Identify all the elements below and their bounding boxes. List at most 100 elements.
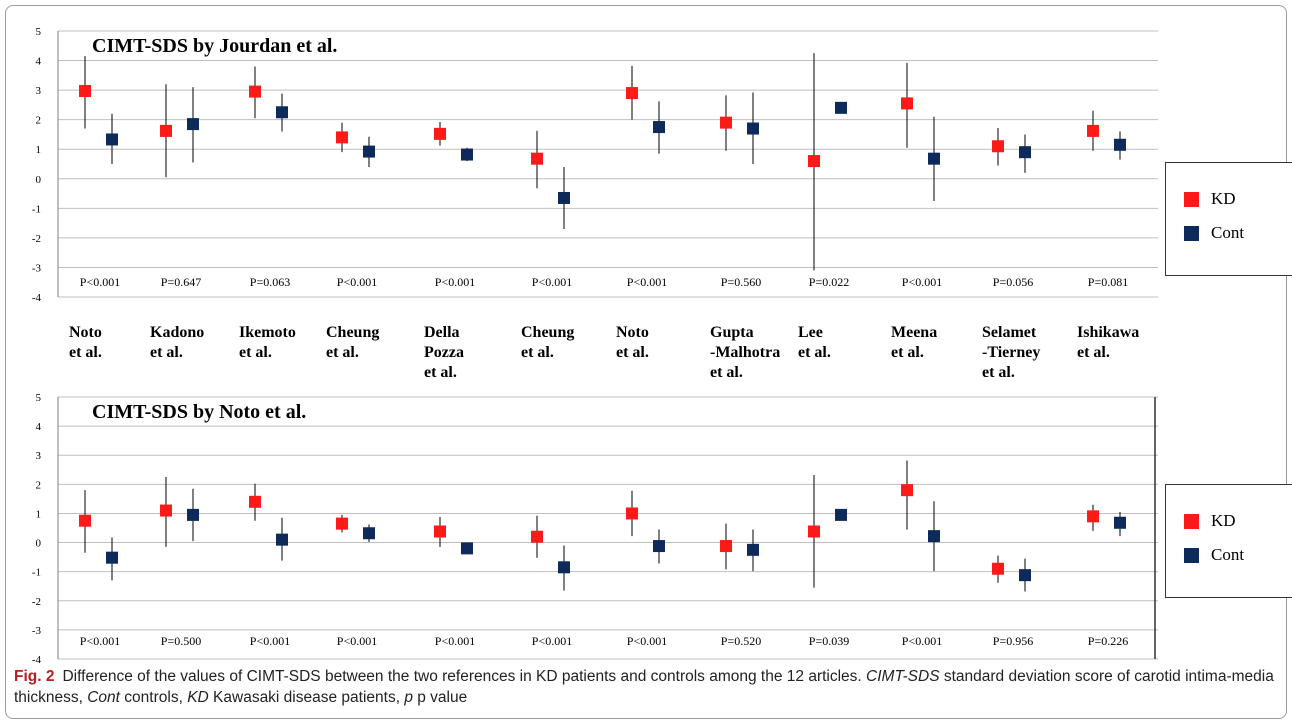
category-label-line: -Tierney [982,344,1040,361]
y-tick-label: 5 [36,26,42,38]
category-label-line: Gupta [710,324,754,341]
data-point-kd [531,530,543,543]
data-point-kd [434,127,446,140]
y-tick-label: 0 [36,174,42,186]
caption-text: Difference of the values of CIMT-SDS bet… [62,668,867,685]
legend-top: KD Cont [1165,162,1292,276]
category-label: Kadono et al. [150,324,204,361]
data-point-kd [992,562,1004,575]
p-value-label: P<0.001 [532,634,572,648]
p-value-label: P<0.001 [337,275,377,289]
category-label: Meena et al. [891,324,937,361]
figure-caption: Fig. 2 Difference of the values of CIMT-S… [14,666,1279,708]
figure-frame [5,5,1287,719]
p-value-label: P<0.001 [902,634,942,648]
category-label-line: et al. [982,364,1015,381]
p-value-label: P<0.001 [532,275,572,289]
p-value-label: P<0.001 [435,634,475,648]
category-label: Ikemoto et al. [239,324,296,361]
category-label-line: Kadono [150,324,204,341]
data-point-cont [928,152,940,165]
caption-abbr: KD [187,689,209,706]
category-label-line: et al. [798,344,831,361]
y-tick-label: -2 [32,596,41,608]
p-value-label: P=0.063 [250,275,290,289]
data-point-kd [160,504,172,517]
p-value-label: P<0.001 [80,275,120,289]
category-label-line: et al. [1077,344,1110,361]
data-point-cont [835,101,847,114]
p-value-label: P=0.647 [161,275,201,289]
data-point-kd [626,87,638,100]
y-tick-label: -1 [32,567,41,579]
category-label-line: Ishikawa [1077,324,1139,341]
y-tick-label: -1 [32,203,41,215]
category-label-line: Cheung [326,324,379,341]
caption-abbr: p [404,689,413,706]
data-point-cont [653,121,665,134]
p-value-label: P=0.560 [721,275,761,289]
category-label-line: et al. [521,344,554,361]
p-value-label: P=0.956 [993,634,1033,648]
category-label: Noto et al. [69,324,102,361]
category-label: Cheung et al. [521,324,574,361]
data-point-cont [363,527,375,540]
data-point-cont [187,118,199,131]
y-tick-label: 3 [36,85,42,97]
data-point-kd [626,507,638,520]
p-value-label: P=0.226 [1088,634,1128,648]
data-point-cont [106,133,118,146]
data-point-kd [1087,510,1099,523]
legend-item-kd: KD [1184,189,1236,209]
y-tick-label: 1 [36,508,42,520]
legend-label-kd: KD [1211,511,1236,530]
data-point-cont [461,148,473,161]
data-point-kd [249,495,261,508]
data-point-kd [79,84,91,97]
caption-text: controls, [119,689,188,706]
y-tick-label: -2 [32,233,41,245]
data-point-cont [187,508,199,521]
category-label-line: Meena [891,324,937,341]
y-tick-label: -3 [32,625,42,637]
category-label: Selamet -Tierney et al. [982,324,1040,381]
data-point-kd [160,124,172,137]
p-value-label: P<0.001 [435,275,475,289]
data-point-kd [434,525,446,538]
data-point-cont [928,530,940,543]
category-label-line: et al. [150,344,183,361]
data-point-cont [276,106,288,119]
caption-text: p value [412,689,468,706]
data-point-cont [558,561,570,574]
category-label: Noto et al. [616,324,649,361]
category-label: Cheung et al. [326,324,379,361]
category-label: Lee et al. [798,324,831,361]
data-point-cont [1114,138,1126,151]
data-point-kd [336,131,348,144]
data-point-cont [1019,146,1031,159]
y-tick-label: 3 [36,450,42,462]
p-value-label: P=0.022 [809,275,849,289]
y-tick-label: 1 [36,144,42,156]
data-point-kd [901,97,913,110]
y-tick-label: 0 [36,538,42,550]
category-label-line: Pozza [424,344,464,361]
caption-abbr: CIMT-SDS [866,668,940,685]
category-label: Della Pozza et al. [424,324,464,381]
category-label-line: Cheung [521,324,574,341]
p-value-label: P=0.520 [721,634,761,648]
data-point-cont [363,145,375,158]
category-label-line: et al. [891,344,924,361]
data-point-cont [1019,569,1031,582]
chart-title: CIMT-SDS by Noto et al. [92,401,306,423]
data-point-cont [835,508,847,521]
legend-label-cont: Cont [1211,223,1245,242]
data-point-cont [558,191,570,204]
y-tick-label: 2 [36,479,42,491]
data-point-cont [747,543,759,556]
category-label-line: -Malhotra [710,344,780,361]
category-label: Ishikawa et al. [1077,324,1139,361]
p-value-label: P=0.500 [161,634,201,648]
